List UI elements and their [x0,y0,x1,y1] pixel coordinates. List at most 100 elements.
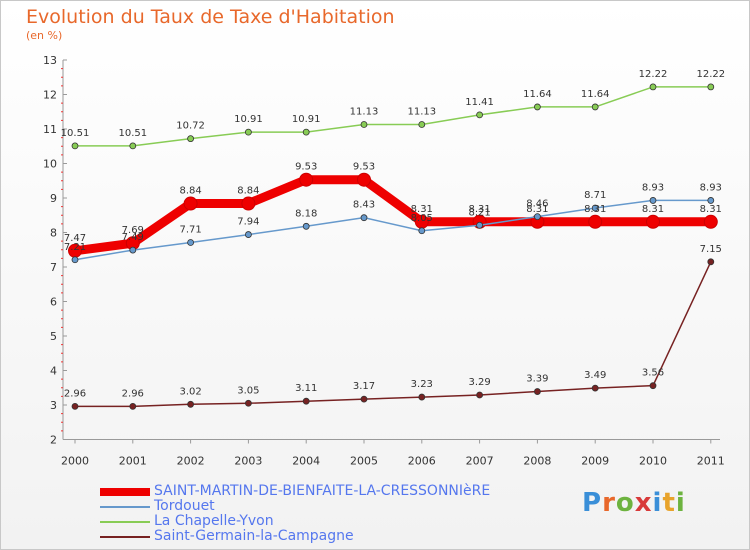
x-tick-label: 2011 [697,455,725,468]
data-point [244,399,252,407]
data-label: 3.39 [526,374,548,385]
legend-label: La Chapelle-Yvon [154,513,274,529]
data-point [244,231,252,238]
data-point [591,103,599,111]
series-line-0 [74,175,711,256]
data-label: 8.93 [642,182,664,193]
x-tick-label: 2008 [523,455,551,468]
x-tick-label: 2004 [292,455,320,468]
data-point [588,214,603,229]
legend-swatch [100,535,150,538]
data-point [591,384,599,392]
y-tick-label: 13 [43,54,57,67]
data-label: 10.91 [234,114,263,125]
legend-label: SAINT-MARTIN-DE-BIENFAITE-LA-CRESSONNIèR… [154,483,491,499]
data-label: 8.46 [526,199,548,210]
data-label: 8.31 [526,204,548,215]
legend-label: Tordouet [154,498,215,514]
y-tick-label: 10 [43,158,57,171]
data-point [476,391,484,399]
logo-letter: i [675,488,686,518]
x-tick-label: 2005 [350,455,378,468]
data-point [591,204,599,212]
y-tick-label: 5 [50,330,57,343]
data-point [418,393,426,401]
data-point [129,402,137,410]
data-label: 3.17 [353,381,375,392]
x-tick-label: 2003 [234,455,262,468]
y-tick-label: 6 [50,296,57,309]
proxiti-logo: Proxiti [582,488,686,518]
data-label: 2.96 [122,388,144,399]
data-point [302,222,310,230]
y-tick-label: 12 [43,89,57,102]
data-point [244,128,252,136]
data-point [534,213,541,221]
data-label: 3.02 [179,386,201,397]
legend-item: La Chapelle-Yvon [100,514,490,529]
legend-swatch [100,505,150,508]
data-point [707,197,715,204]
legend-item: SAINT-MARTIN-DE-BIENFAITE-LA-CRESSONNIèR… [100,484,490,499]
data-point [476,221,484,229]
data-point [357,172,371,187]
data-label: 7.49 [122,232,144,243]
data-point [183,196,198,211]
data-point [707,258,715,266]
data-label: 11.13 [407,107,436,118]
data-label: 11.64 [523,89,552,100]
data-label: 9.53 [353,162,375,173]
data-point [534,103,541,111]
chart-title: Evolution du Taux de Taxe d'Habitation [26,6,395,28]
data-label: 12.22 [639,69,668,80]
y-tick-label: 8 [50,227,57,240]
data-point [418,121,426,128]
data-point [418,227,426,235]
data-point [707,83,715,91]
legend-item: Tordouet [100,499,490,514]
series-line-1 [74,199,711,261]
data-label: 8.84 [179,186,201,197]
data-label: 8.31 [584,204,606,215]
data-point [649,83,657,91]
data-label: 9.53 [295,162,317,173]
data-point [302,397,310,405]
logo-letter: i [652,488,663,518]
data-label: 7.69 [122,225,144,236]
series-line-2 [75,86,711,147]
x-tick-label: 2002 [177,455,205,468]
data-point [534,388,541,395]
data-label: 8.31 [700,204,722,215]
data-label: 8.71 [584,190,606,201]
data-point [241,196,256,211]
data-point [71,256,79,264]
data-label: 11.13 [350,107,379,118]
data-label: 8.31 [642,204,664,215]
logo-letter: P [582,488,603,518]
data-label: 8.93 [700,182,722,193]
data-label: 8.43 [353,200,375,211]
data-label: 8.31 [411,204,433,215]
x-tick-label: 2009 [581,455,609,468]
data-point [360,214,368,222]
chart-unit: (en %) [26,29,63,42]
y-tick-label: 11 [43,123,57,136]
data-label: 8.31 [468,204,490,215]
x-tick-label: 2001 [119,455,147,468]
data-label: 8.05 [411,213,433,224]
data-point [71,402,79,410]
data-label: 10.51 [61,128,90,139]
data-label: 7.15 [700,244,722,255]
data-label: 3.29 [468,377,490,388]
legend-swatch [100,520,150,523]
data-point [646,214,660,229]
x-tick-label: 2000 [61,455,89,468]
data-point [476,111,484,119]
data-point [360,121,368,128]
y-tick-label: 3 [50,399,57,412]
data-point [302,128,310,136]
data-point [649,382,657,390]
data-label: 7.21 [64,242,86,253]
data-label: 11.41 [465,97,494,108]
